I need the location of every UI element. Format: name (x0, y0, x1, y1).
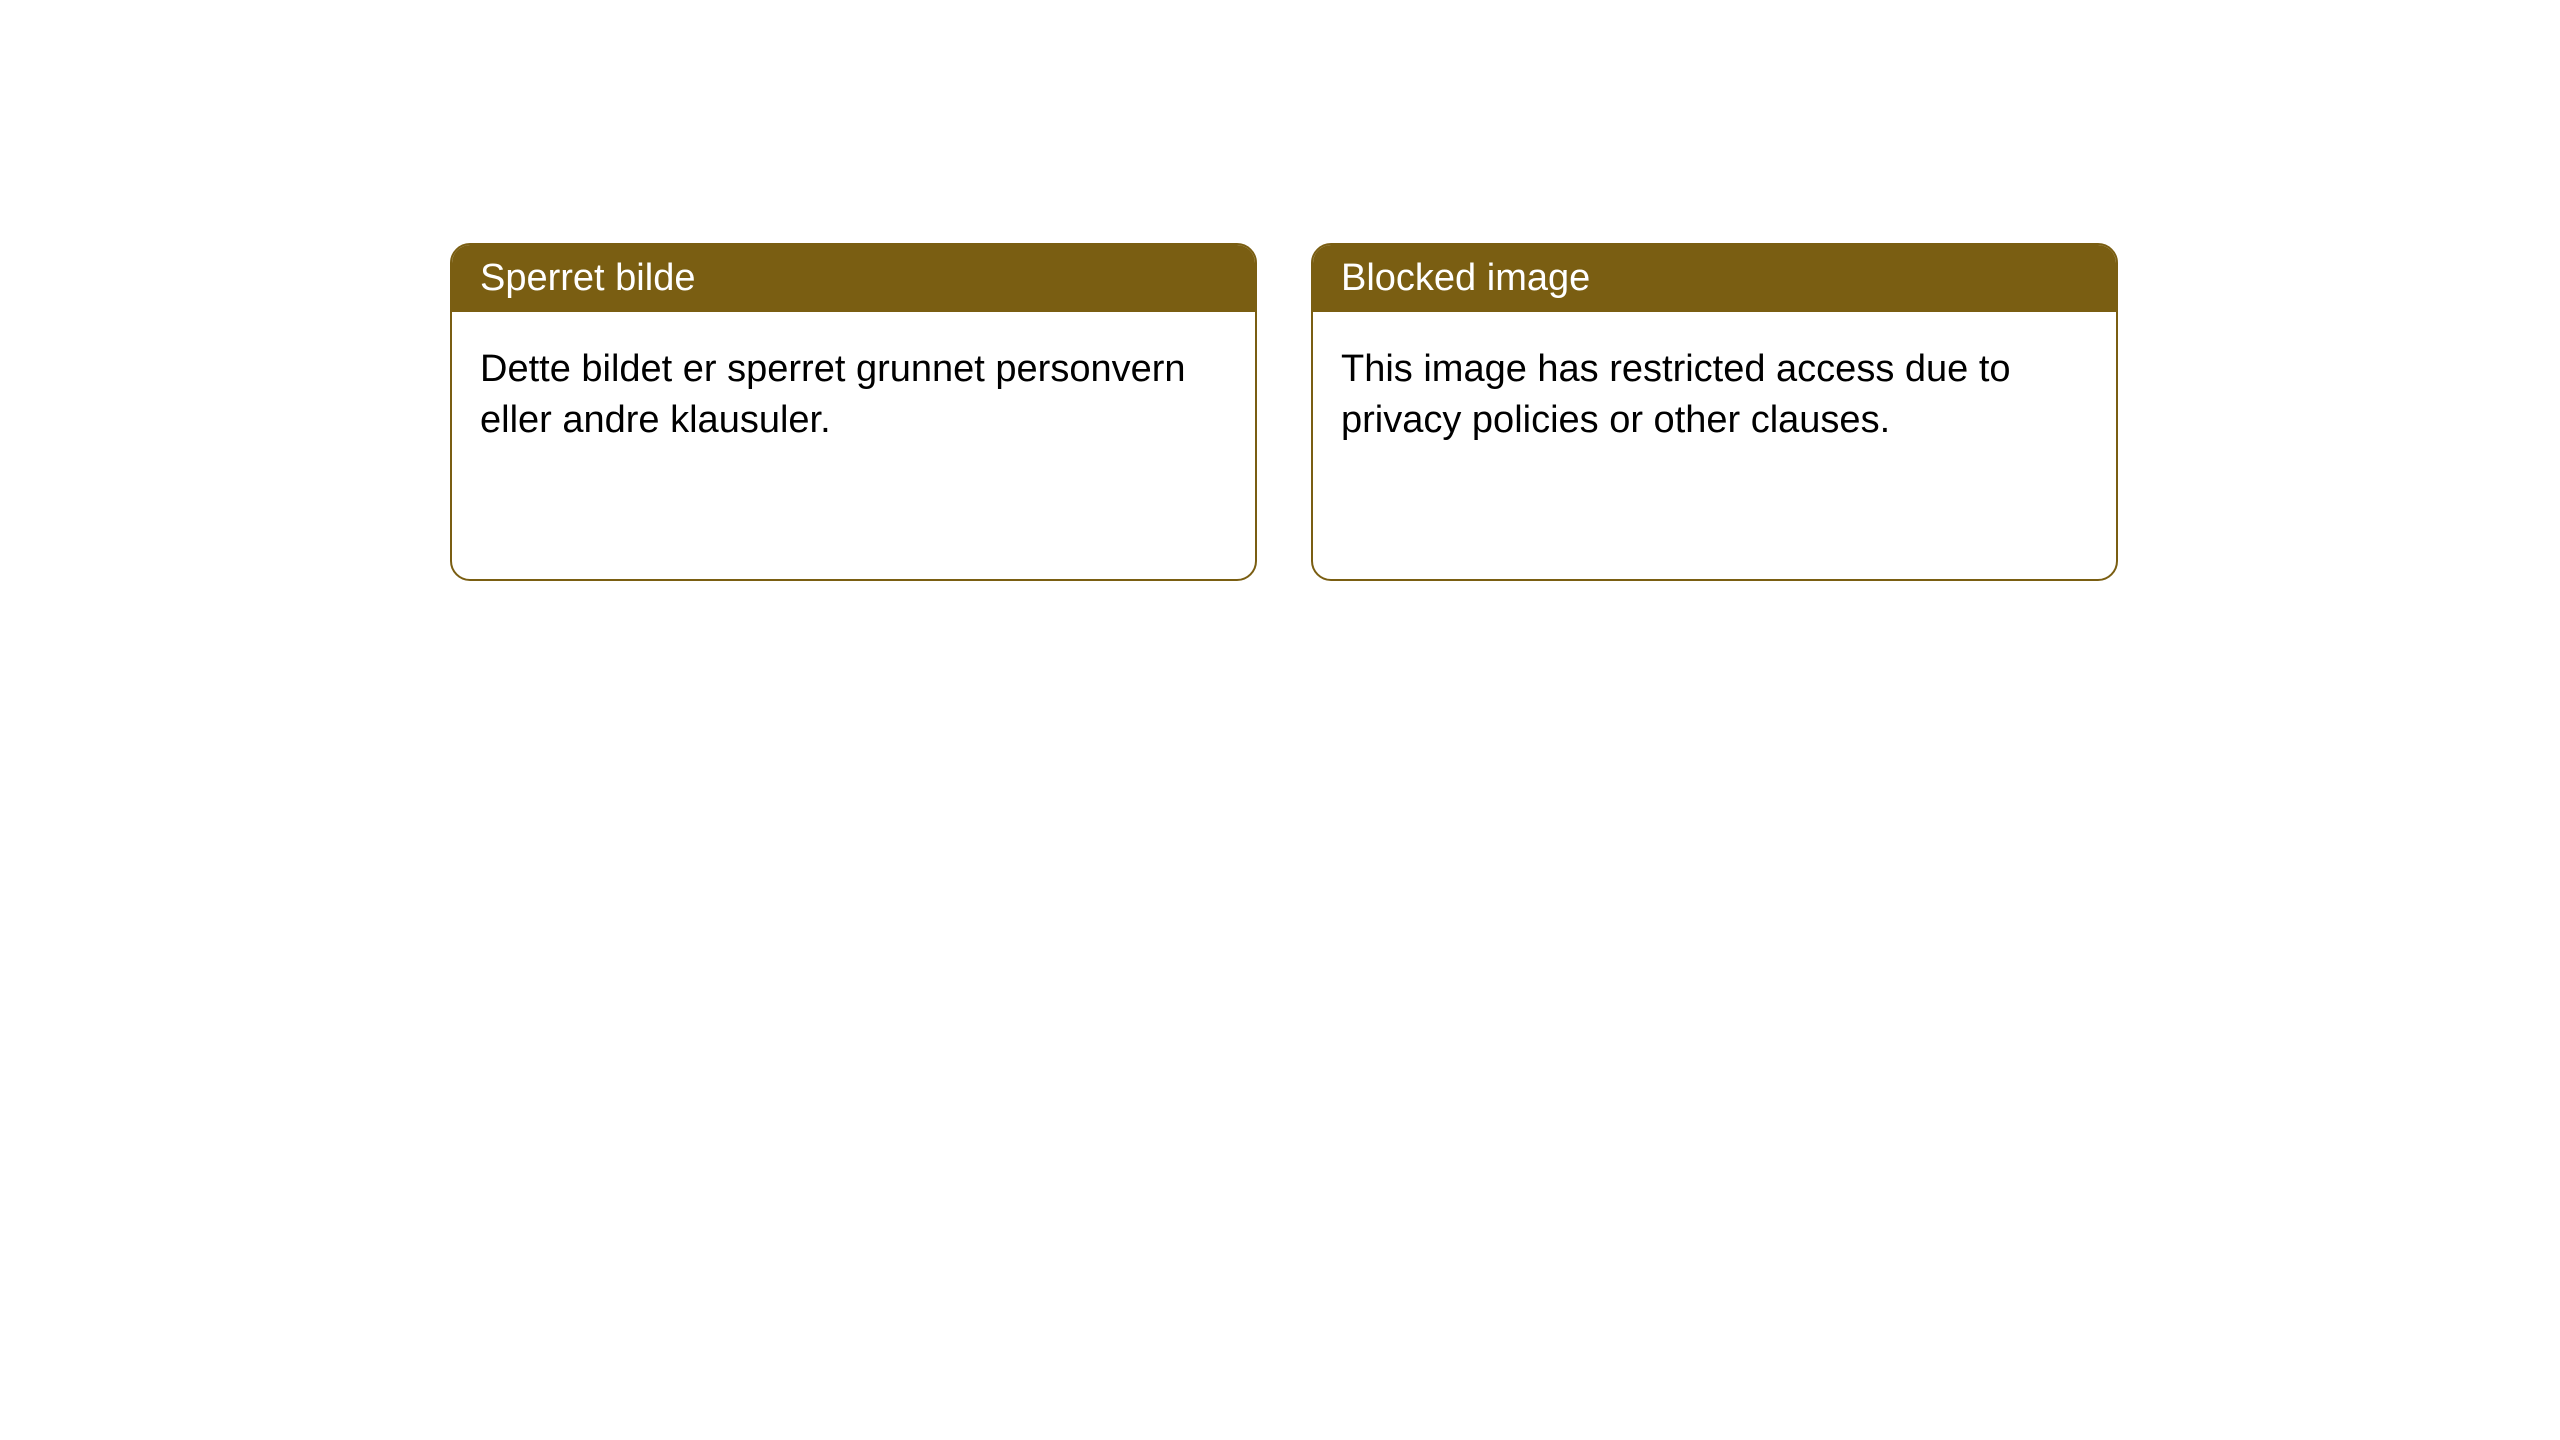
notice-card-body: This image has restricted access due to … (1313, 312, 2116, 479)
notice-card-norwegian: Sperret bilde Dette bildet er sperret gr… (450, 243, 1257, 581)
notice-card-body-text: This image has restricted access due to … (1341, 348, 2011, 441)
notice-card-body-text: Dette bildet er sperret grunnet personve… (480, 348, 1186, 441)
notice-card-english: Blocked image This image has restricted … (1311, 243, 2118, 581)
notice-card-header: Sperret bilde (452, 245, 1255, 312)
notice-card-header: Blocked image (1313, 245, 2116, 312)
notice-card-container: Sperret bilde Dette bildet er sperret gr… (450, 243, 2118, 581)
notice-card-body: Dette bildet er sperret grunnet personve… (452, 312, 1255, 479)
notice-card-title: Sperret bilde (480, 257, 695, 299)
notice-card-title: Blocked image (1341, 257, 1590, 299)
